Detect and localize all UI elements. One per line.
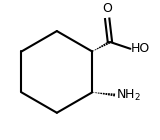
Text: NH$_2$: NH$_2$: [116, 88, 141, 103]
Text: O: O: [102, 2, 112, 15]
Text: HO: HO: [131, 42, 150, 55]
